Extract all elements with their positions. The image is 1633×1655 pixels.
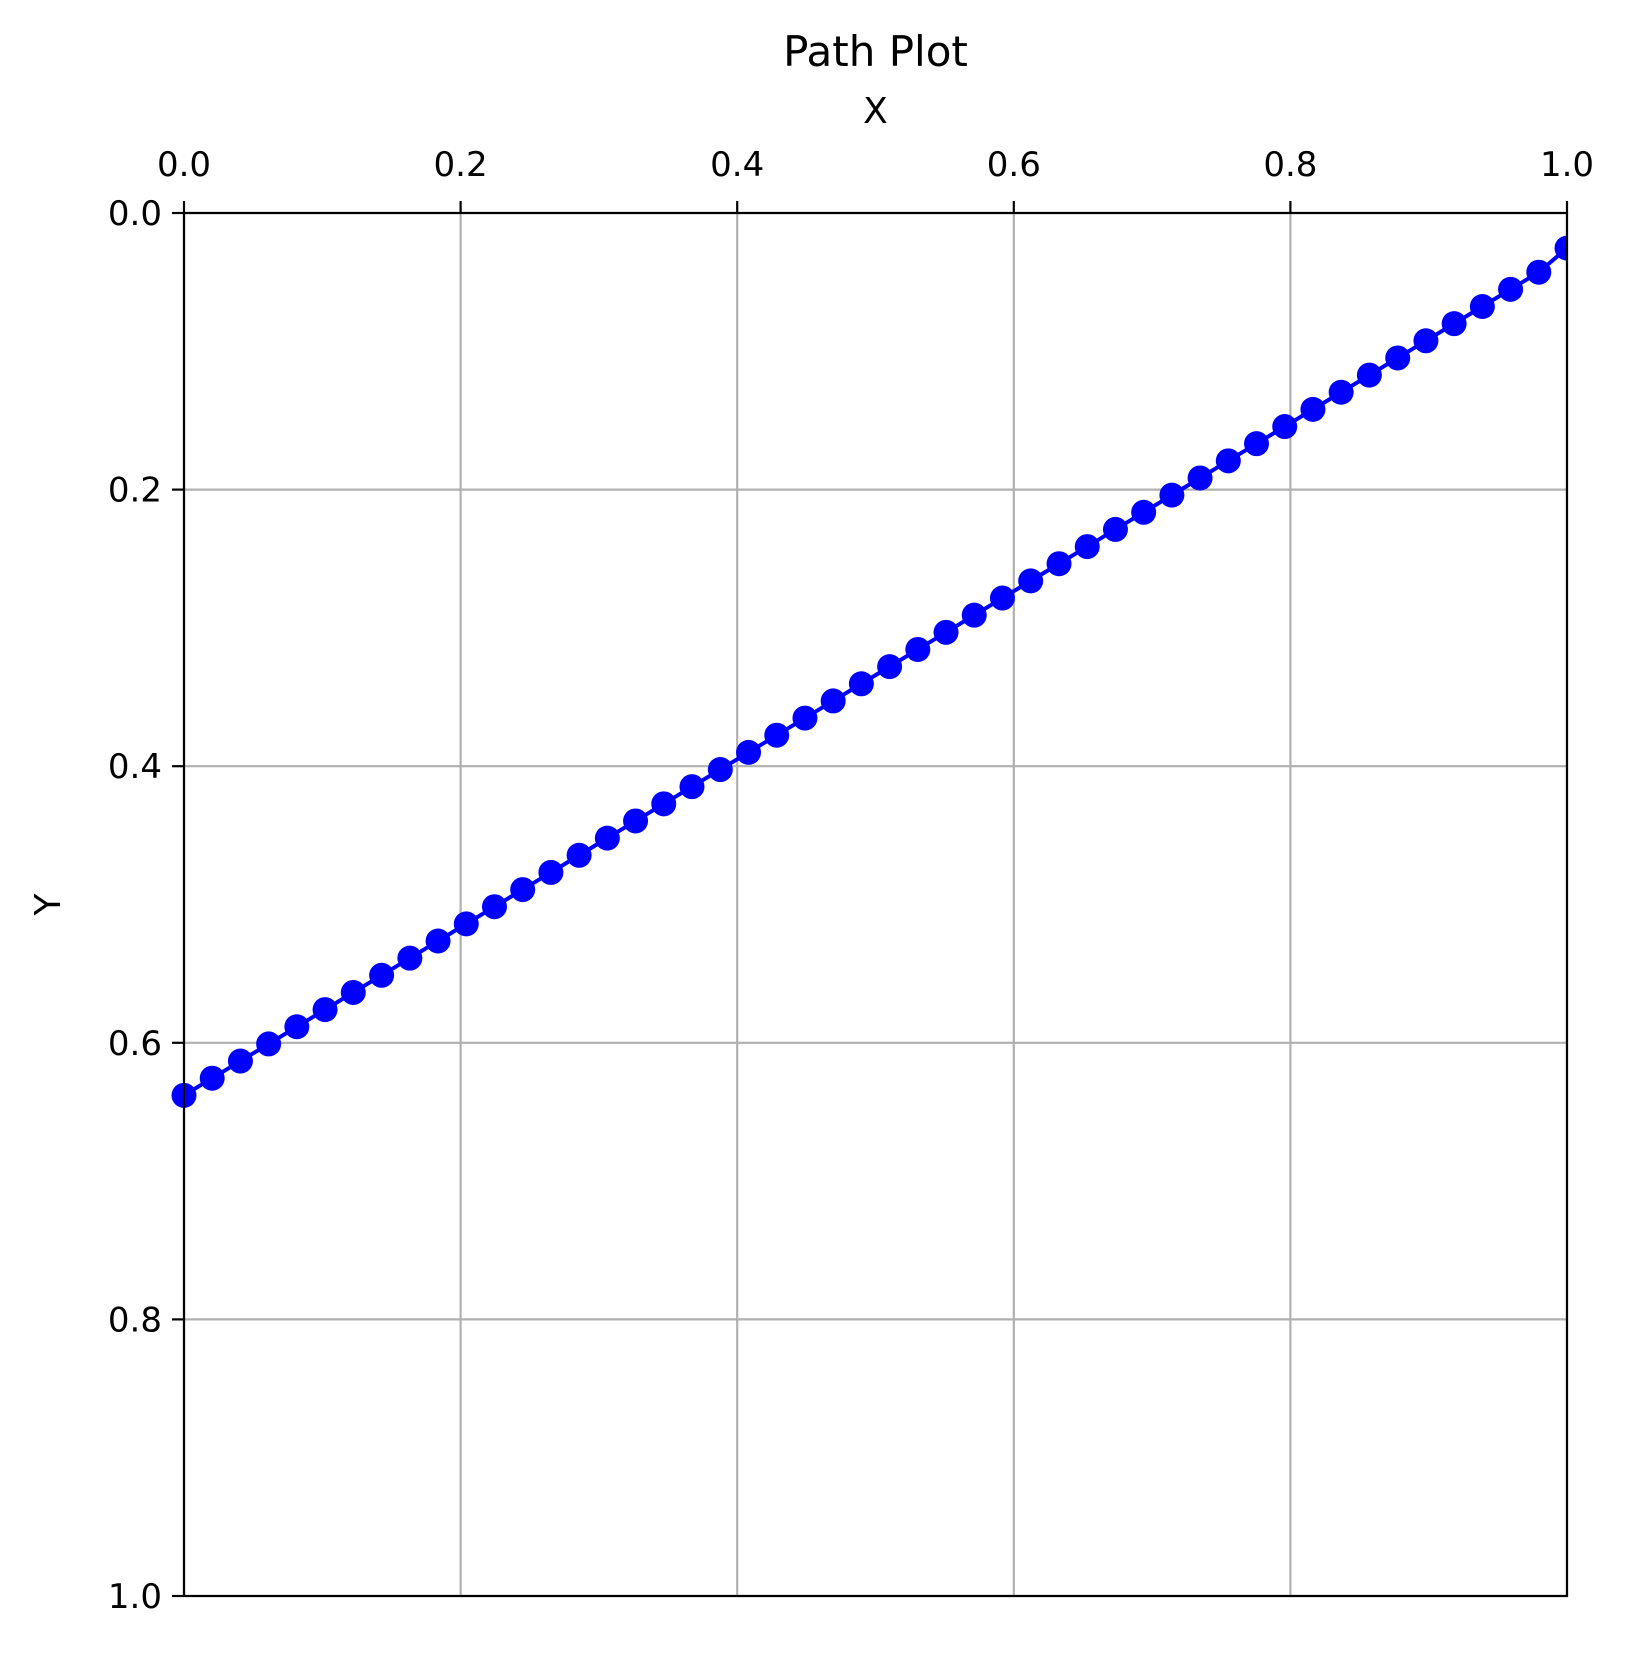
data-point [1554, 235, 1567, 261]
x-tick-label: 1.0 [1540, 145, 1594, 185]
y-tick-label: 0.4 [108, 747, 162, 787]
data-point [256, 1031, 282, 1057]
data-point [1469, 293, 1495, 319]
data-point [340, 979, 366, 1005]
data-point [1526, 259, 1552, 285]
data-point [877, 654, 903, 680]
data-point [1498, 276, 1524, 302]
x-tick-label: 0.2 [434, 145, 488, 185]
x-axis-label: X [863, 91, 888, 132]
data-point [1328, 379, 1354, 405]
data-point [312, 997, 338, 1023]
data-point [425, 928, 451, 954]
data-point [1131, 499, 1157, 525]
data-point [481, 894, 507, 920]
data-point [1300, 396, 1326, 422]
data-point [369, 962, 395, 988]
data-point [510, 877, 536, 903]
y-tick-label: 0.8 [108, 1300, 162, 1340]
data-point [1215, 448, 1241, 474]
data-point [848, 671, 874, 697]
data-point [566, 842, 592, 868]
y-tick-label: 0.6 [108, 1024, 162, 1064]
data-point [1441, 311, 1467, 337]
data-point [736, 739, 762, 765]
data-point [961, 602, 987, 628]
data-point [623, 808, 649, 834]
y-tick-label: 0.0 [108, 194, 162, 234]
data-point [538, 859, 564, 885]
y-tick-label: 0.2 [108, 471, 162, 511]
data-point [933, 619, 959, 645]
data-point [1272, 414, 1298, 440]
data-point [1074, 534, 1100, 560]
data-point [199, 1065, 225, 1091]
data-point [820, 688, 846, 714]
data-point [1413, 328, 1439, 354]
data-point [1187, 465, 1213, 491]
data-point [397, 945, 423, 971]
data-point [1102, 516, 1128, 542]
data-point [1244, 431, 1270, 457]
data-point [284, 1014, 310, 1040]
data-point [792, 705, 818, 731]
data-point [905, 636, 931, 662]
x-tick-label: 0.6 [987, 145, 1041, 185]
tick-labels: 0.0 0.2 0.4 0.6 0.8 1.0 0.0 0.2 0.4 0.6 0.8 1.0 [108, 145, 1594, 1617]
data-point [989, 585, 1015, 611]
data-point [679, 774, 705, 800]
tick-marks [172, 201, 1569, 1598]
data-point [707, 757, 733, 783]
data-point [1385, 345, 1411, 371]
data-point [651, 791, 677, 817]
y-tick-label: 1.0 [108, 1577, 162, 1617]
data-point [1356, 362, 1382, 388]
chart-title: Path Plot [783, 27, 968, 76]
data-point [227, 1048, 253, 1074]
data-point [1018, 568, 1044, 594]
data-point [764, 722, 790, 748]
data-point [1046, 551, 1072, 577]
y-axis-label: Y [28, 893, 69, 917]
data-point [594, 825, 620, 851]
x-tick-label: 0.8 [1263, 145, 1317, 185]
x-tick-label: 0.4 [710, 145, 764, 185]
data-point [453, 911, 479, 937]
x-tick-label: 0.0 [157, 145, 211, 185]
data-point [1159, 482, 1185, 508]
series-group [171, 235, 1567, 1108]
plot-frame [182, 211, 1569, 1598]
grid-lines [182, 211, 1569, 1598]
